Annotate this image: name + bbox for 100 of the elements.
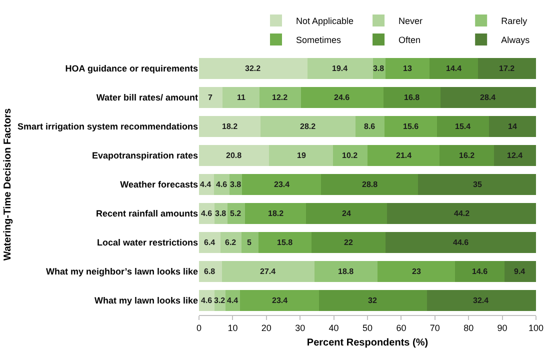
- x-tick-label: 100: [528, 322, 544, 333]
- data-label: 16.2: [459, 151, 476, 160]
- data-label: 32.2: [245, 64, 262, 73]
- x-tick-label: 20: [261, 322, 272, 333]
- bar: [436, 116, 489, 137]
- bar: [426, 290, 536, 311]
- legend-label: Sometimes: [296, 35, 342, 46]
- bar: [241, 232, 258, 253]
- bar: [430, 58, 478, 79]
- data-label: 27.4: [260, 267, 276, 276]
- data-label: 4.6: [216, 180, 228, 189]
- bar: [260, 87, 301, 108]
- data-label: 32.4: [473, 296, 490, 305]
- bar: [220, 232, 242, 253]
- data-label: 5.2: [230, 209, 242, 218]
- data-label: 16.8: [404, 93, 420, 102]
- bar: [269, 145, 334, 166]
- bar: [368, 145, 440, 166]
- bar: [504, 261, 536, 282]
- data-label: 14: [508, 122, 518, 131]
- data-label: 18.2: [268, 209, 284, 218]
- bar: [386, 232, 536, 253]
- bar: [240, 290, 319, 311]
- y-tick-label: Recent rainfall amounts: [96, 208, 198, 219]
- bar: [258, 232, 312, 253]
- bar: [488, 116, 536, 137]
- x-tick-label: 30: [295, 322, 306, 333]
- data-label: 6.4: [204, 238, 216, 247]
- data-label: 18.2: [222, 122, 238, 131]
- data-label: 18.8: [338, 267, 354, 276]
- bar: [312, 232, 386, 253]
- bar: [300, 87, 384, 108]
- data-label: 23.4: [272, 296, 288, 305]
- data-label: 4.4: [200, 180, 212, 189]
- legend-label: Never: [398, 16, 423, 26]
- data-label: 10.2: [342, 151, 358, 160]
- bar: [222, 87, 260, 108]
- data-label: 24.6: [334, 93, 350, 102]
- data-label: 28.4: [480, 93, 496, 102]
- data-label: 4.6: [201, 296, 213, 305]
- data-label: 7: [208, 93, 213, 102]
- bar: [199, 232, 221, 253]
- data-label: 44.6: [453, 238, 470, 247]
- data-label: 14.4: [446, 64, 462, 73]
- bar: [333, 145, 368, 166]
- data-label: 4.4: [227, 296, 239, 305]
- data-label: 23: [412, 267, 422, 276]
- data-label: 15.4: [455, 122, 472, 131]
- x-tick-label: 50: [362, 322, 373, 333]
- bar: [242, 174, 321, 195]
- data-label: 3.8: [373, 64, 385, 73]
- x-tick-label: 70: [430, 322, 440, 333]
- bar: [244, 203, 306, 224]
- data-label: 28.8: [362, 180, 378, 189]
- data-label: 44.2: [454, 209, 470, 218]
- y-tick-label: Evapotranspiration rates: [92, 150, 198, 161]
- bar: [314, 261, 378, 282]
- bar: [199, 87, 223, 108]
- bar: [455, 261, 504, 282]
- y-tick-label: HOA guidance or requirements: [65, 64, 198, 74]
- bar: [440, 87, 536, 108]
- bar: [320, 174, 418, 195]
- bar: [384, 87, 440, 108]
- data-label: 14.6: [472, 267, 488, 276]
- data-label: 35: [473, 180, 482, 189]
- bar: [318, 290, 427, 311]
- y-tick-label: What my lawn looks like: [94, 296, 198, 306]
- data-label: 12.4: [507, 151, 524, 160]
- data-label: 28.2: [300, 122, 316, 131]
- x-tick-label: 0: [196, 322, 202, 333]
- bar: [199, 174, 214, 195]
- bar: [384, 116, 437, 137]
- bar: [494, 145, 536, 166]
- bar: [199, 58, 308, 79]
- bar: [306, 203, 388, 224]
- x-axis-title: Percent Respondents (%): [306, 337, 428, 348]
- bar: [418, 174, 536, 195]
- y-tick-label: Local water restrictions: [96, 238, 198, 248]
- y-tick-label: Weather forecasts: [120, 180, 198, 190]
- data-label: 24: [342, 209, 352, 218]
- data-label: 4.6: [201, 209, 213, 218]
- bar: [308, 58, 373, 79]
- data-label: 6.2: [225, 238, 237, 247]
- bar: [199, 145, 270, 166]
- bar: [355, 116, 384, 137]
- data-label: 3.8: [215, 209, 227, 218]
- data-label: 5: [247, 238, 252, 247]
- y-tick-label: Water bill rates/ amount: [96, 92, 198, 103]
- data-label: 6.8: [204, 267, 216, 276]
- data-label: 19.4: [332, 64, 348, 73]
- data-label: 23.4: [274, 180, 290, 189]
- x-tick-label: 80: [464, 322, 474, 333]
- data-label: 9.4: [514, 267, 526, 276]
- bar: [478, 58, 536, 79]
- y-tick-label: What my neighbor’s lawn looks like: [46, 266, 198, 277]
- y-tick-label: Smart irrigation system recommendations: [17, 122, 198, 132]
- data-label: 11: [237, 93, 246, 102]
- bar: [386, 58, 430, 79]
- x-tick-label: 10: [228, 322, 238, 333]
- bar: [387, 203, 536, 224]
